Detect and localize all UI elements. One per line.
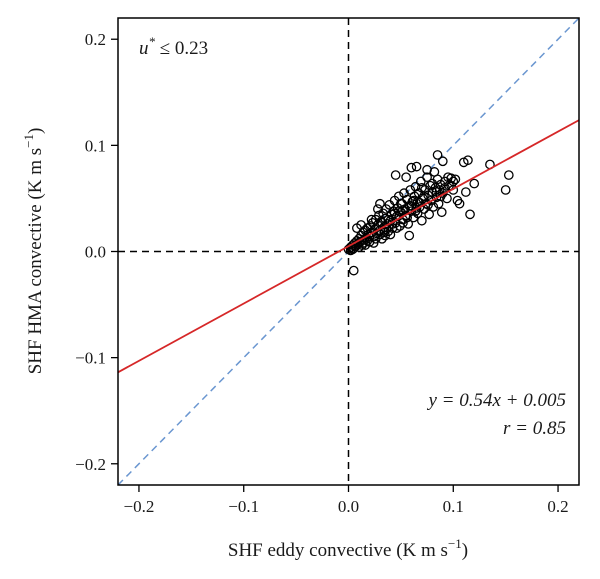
data-point (375, 198, 385, 209)
data-point (348, 265, 359, 276)
data-point (469, 178, 480, 189)
regression-line (118, 119, 579, 374)
data-point (403, 219, 414, 229)
data-point (465, 209, 475, 220)
data-point (404, 230, 415, 241)
x-tick-label: 0.1 (443, 497, 464, 516)
data-point (442, 193, 452, 204)
data-point (406, 162, 417, 173)
data-point (440, 182, 450, 193)
data-point (460, 187, 471, 197)
x-tick-label: −0.1 (228, 497, 259, 516)
data-point (398, 205, 408, 215)
plot-area (118, 18, 579, 485)
correlation-label: r = 0.85 (503, 418, 566, 439)
x-axis-label-text: SHF eddy convective (K m s (228, 540, 448, 561)
data-point (422, 172, 432, 183)
data-point (379, 227, 389, 238)
y-tick-label: 0.0 (85, 243, 106, 262)
y-tick-label: 0.1 (85, 136, 106, 155)
annotation-ustar: u* ≤ 0.23 (139, 34, 208, 59)
y-tick-label: 0.2 (85, 30, 106, 49)
x-axis-label-sup: −1 (448, 536, 462, 551)
x-tick-label: 0.0 (338, 497, 359, 516)
fit-equation-label: y = 0.54x + 0.005 (426, 390, 566, 411)
data-point (391, 223, 402, 233)
x-axis: −0.2 −0.1 0.0 0.1 0.2 (124, 485, 569, 516)
data-point (428, 202, 439, 212)
data-point (427, 178, 438, 189)
data-point (416, 215, 427, 226)
x-axis-label: SHF eddy convective (K m s−1) (228, 536, 468, 561)
data-point (372, 204, 383, 214)
data-point (448, 176, 459, 187)
y-axis-label-text: SHF HMA convective (K m s (25, 148, 46, 374)
data-point (437, 156, 448, 167)
data-point (454, 198, 465, 209)
y-axis-label-sup: −1 (21, 134, 36, 148)
y-axis-label: SHF HMA convective (K m s−1) (21, 128, 46, 375)
data-point (393, 206, 404, 217)
annotation-ustar-rest: ≤ 0.23 (155, 38, 208, 59)
data-point (435, 191, 446, 202)
data-point (366, 214, 377, 225)
data-point (401, 172, 411, 183)
data-point (390, 170, 401, 180)
data-point (422, 164, 432, 175)
annotation-ustar-sup: * (149, 34, 156, 49)
data-point (411, 161, 422, 172)
y-axis: −0.2 −0.1 0.0 0.1 0.2 (75, 30, 118, 474)
y-axis-label-close: ) (25, 128, 46, 134)
x-tick-label: −0.2 (124, 497, 155, 516)
x-tick-label: 0.2 (547, 497, 568, 516)
data-points (343, 150, 514, 276)
data-point (356, 220, 366, 230)
x-axis-label-close: ) (462, 540, 468, 561)
data-point (432, 150, 443, 160)
y-tick-label: −0.1 (75, 349, 106, 368)
data-point (500, 185, 511, 195)
data-point (414, 202, 425, 212)
data-point (436, 207, 447, 218)
data-point (503, 170, 514, 180)
data-point (419, 191, 429, 202)
data-point (463, 155, 473, 166)
annotation-ustar-var: u (139, 38, 149, 59)
y-tick-label: −0.2 (75, 455, 106, 474)
data-point (424, 209, 435, 220)
data-point (408, 195, 419, 206)
